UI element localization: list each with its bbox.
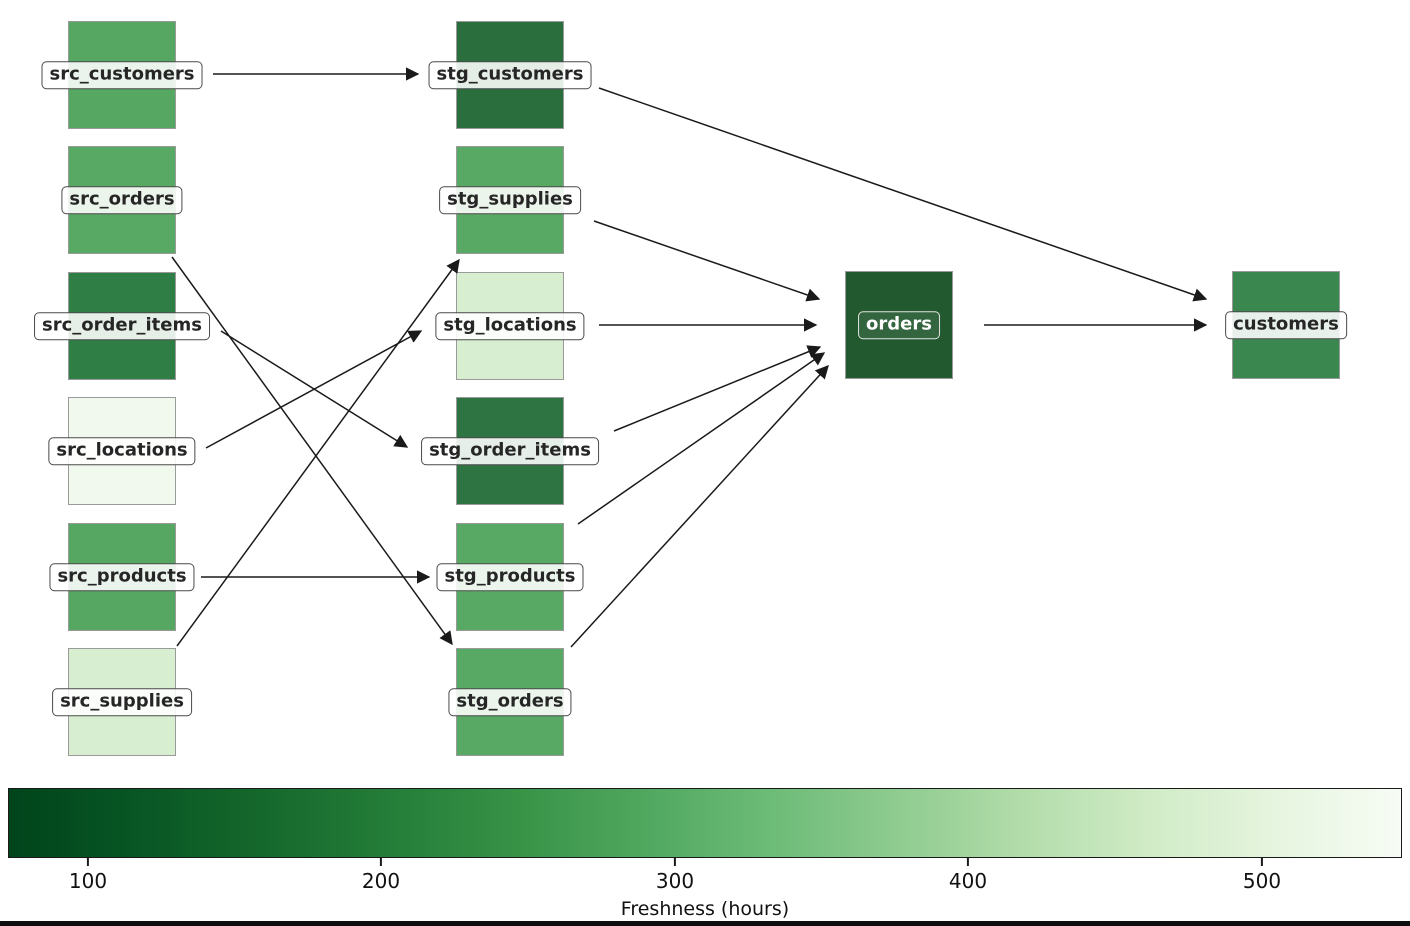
- colorbar-tick-300: 300: [656, 858, 694, 893]
- tick-label: 500: [1242, 869, 1282, 893]
- edge-stg_customers-to-customers: [598, 87, 1208, 302]
- edge-src_orders-to-stg_orders: [171, 256, 453, 646]
- edge-stg_products-to-orders: [577, 352, 826, 525]
- tick-mark: [1261, 858, 1263, 866]
- colorbar: [8, 788, 1402, 858]
- edge-stg_supplies-to-orders: [593, 220, 821, 302]
- node-src_products: src_products: [49, 523, 195, 631]
- colorbar-tick-200: 200: [362, 858, 400, 893]
- node-label-src_supplies: src_supplies: [52, 688, 192, 716]
- node-label-stg_order_items: stg_order_items: [421, 437, 599, 465]
- tick-label: 400: [948, 869, 988, 893]
- node-src_order_items: src_order_items: [34, 272, 210, 380]
- node-stg_orders: stg_orders: [448, 648, 572, 756]
- node-stg_order_items: stg_order_items: [421, 397, 599, 505]
- node-stg_supplies: stg_supplies: [439, 146, 581, 254]
- tick-label: 300: [655, 869, 695, 893]
- node-label-src_locations: src_locations: [48, 437, 196, 465]
- edge-stg_orders-to-orders: [570, 365, 829, 648]
- edge-src_supplies-to-stg_supplies: [176, 258, 460, 647]
- node-src_customers: src_customers: [41, 21, 203, 129]
- node-label-src_products: src_products: [49, 563, 195, 591]
- tick-mark: [967, 858, 969, 866]
- node-stg_customers: stg_customers: [428, 21, 592, 129]
- bottom-border: [0, 921, 1410, 926]
- node-label-src_order_items: src_order_items: [34, 312, 210, 340]
- edge-stg_order_items-to-orders: [613, 345, 822, 432]
- tick-mark: [87, 858, 89, 866]
- colorbar-tick-100: 100: [69, 858, 107, 893]
- node-customers: customers: [1225, 271, 1347, 379]
- node-label-orders: orders: [858, 311, 940, 339]
- node-label-stg_products: stg_products: [436, 563, 584, 591]
- node-label-src_orders: src_orders: [61, 186, 183, 214]
- node-label-stg_orders: stg_orders: [448, 688, 572, 716]
- edge-src_locations-to-stg_locations: [205, 330, 423, 449]
- colorbar-axis-label: Freshness (hours): [620, 898, 790, 920]
- node-label-stg_customers: stg_customers: [428, 61, 592, 89]
- tick-label: 200: [361, 869, 401, 893]
- tick-mark: [674, 858, 676, 866]
- edge-src_order_items-to-stg_order_items: [220, 330, 409, 448]
- node-label-stg_supplies: stg_supplies: [439, 186, 581, 214]
- node-src_orders: src_orders: [61, 146, 183, 254]
- tick-mark: [380, 858, 382, 866]
- node-label-stg_locations: stg_locations: [435, 312, 585, 340]
- node-label-customers: customers: [1225, 311, 1347, 339]
- node-stg_products: stg_products: [436, 523, 584, 631]
- node-orders: orders: [845, 271, 953, 379]
- node-src_supplies: src_supplies: [52, 648, 192, 756]
- colorbar-tick-400: 400: [949, 858, 987, 893]
- node-stg_locations: stg_locations: [435, 272, 585, 380]
- tick-label: 100: [68, 869, 108, 893]
- colorbar-ticks: 100 200 300 400 500: [0, 858, 1410, 898]
- colorbar-tick-500: 500: [1243, 858, 1281, 893]
- node-src_locations: src_locations: [48, 397, 196, 505]
- colorbar-gradient: [9, 789, 1401, 857]
- node-label-src_customers: src_customers: [41, 61, 203, 89]
